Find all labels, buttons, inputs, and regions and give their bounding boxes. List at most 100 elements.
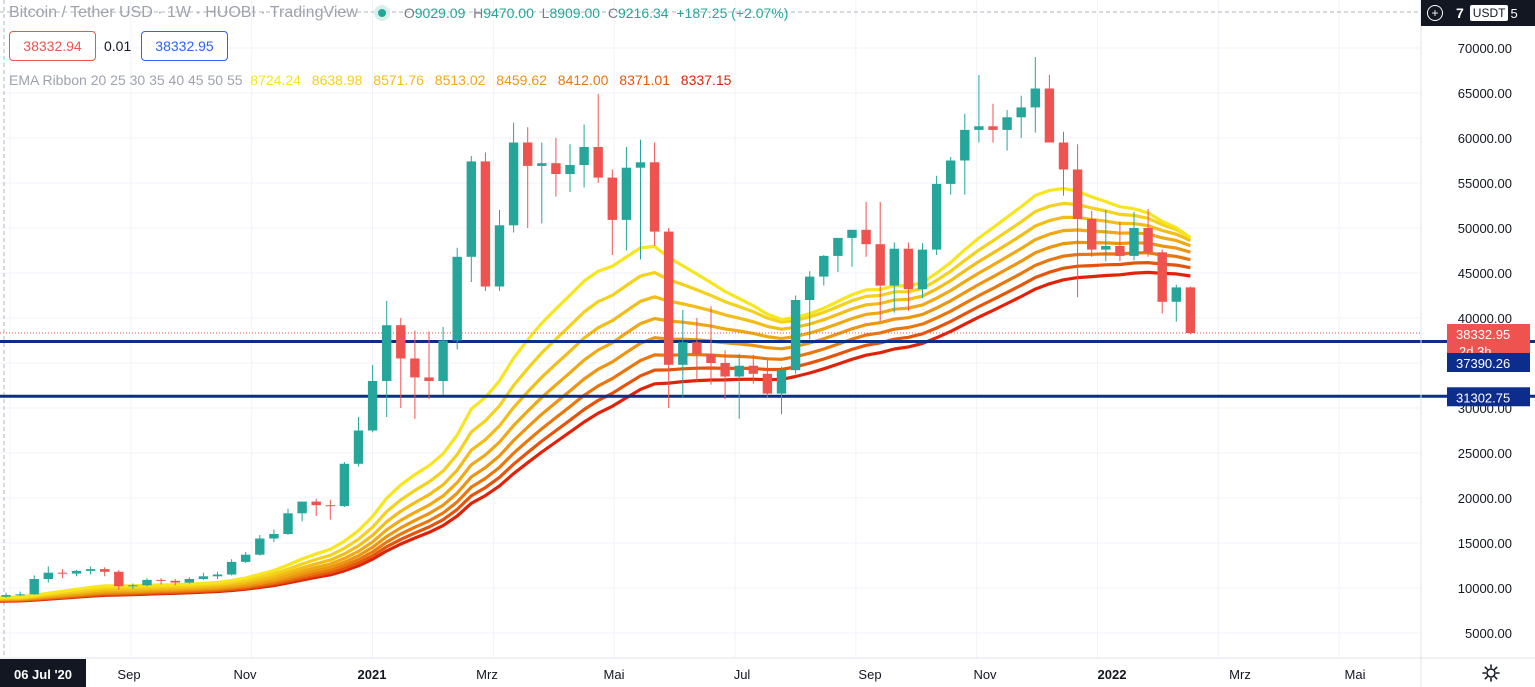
price-tick-label: 50000.00: [1458, 221, 1512, 236]
candle-body: [71, 570, 82, 574]
candle: [114, 570, 124, 590]
candle-body: [198, 576, 209, 579]
price-tick-label: 15000.00: [1458, 536, 1512, 551]
candle-body: [226, 561, 237, 575]
candle-body: [903, 248, 914, 290]
close-value: 9216.34: [617, 5, 669, 21]
candle-body: [170, 580, 180, 583]
ema-value: 8724.24: [250, 72, 301, 88]
candle-body: [1044, 88, 1055, 143]
count-value: 7: [1456, 5, 1464, 21]
candle: [861, 201, 871, 257]
candle: [649, 142, 660, 246]
candle-body: [565, 165, 575, 174]
buy-button[interactable]: 38332.95: [141, 31, 228, 61]
candle: [1016, 95, 1026, 138]
candle-body: [692, 342, 702, 354]
time-tick-label: 06 Jul '20: [14, 667, 72, 682]
candle: [946, 156, 956, 195]
ema-value: 8371.01: [619, 72, 670, 88]
candle: [241, 552, 251, 563]
price-tick-label: 10000.00: [1458, 581, 1512, 596]
candle-body: [649, 162, 660, 232]
candle-body: [847, 229, 857, 238]
ema-ribbon-legend[interactable]: EMA Ribbon 20 25 30 35 40 45 50 55 8724.…: [9, 72, 738, 88]
candle-body: [988, 126, 998, 130]
candle: [565, 144, 575, 192]
candle: [339, 462, 350, 507]
ema-value: 8571.76: [373, 72, 424, 88]
candle: [43, 566, 53, 583]
ema-value: 8459.62: [496, 72, 547, 88]
price-tick-label: 70000.00: [1458, 41, 1512, 56]
sell-button[interactable]: 38332.94: [9, 31, 96, 61]
candle: [269, 529, 279, 543]
candle-body: [1115, 246, 1125, 256]
candle-body: [1016, 107, 1026, 118]
price-tick-label: 45000.00: [1458, 266, 1512, 281]
price-tick-label: 55000.00: [1458, 176, 1512, 191]
candle-body: [269, 534, 279, 539]
candle: [71, 570, 82, 577]
candle: [903, 242, 914, 311]
candle-body: [255, 538, 265, 555]
candle: [142, 578, 152, 587]
candle: [833, 237, 843, 273]
plus-circle-icon[interactable]: +: [1427, 5, 1443, 21]
market-status-icon: [377, 9, 386, 17]
candle: [1072, 144, 1083, 298]
candle: [452, 247, 462, 350]
candle: [325, 499, 335, 520]
candle: [480, 152, 491, 291]
currency-button[interactable]: USDT: [1469, 5, 1509, 21]
ema-line: [0, 270, 1191, 603]
gear-icon[interactable]: [1482, 664, 1500, 682]
candle-body: [776, 370, 787, 394]
candle-body: [494, 225, 505, 287]
candle: [100, 567, 110, 577]
candle: [424, 331, 434, 399]
candle-body: [480, 161, 491, 287]
candle-body: [396, 325, 406, 359]
candle: [1171, 284, 1181, 322]
time-cursor-tag: [0, 659, 86, 687]
candle-body: [114, 571, 124, 587]
candle-body: [734, 365, 744, 377]
current-price-label: 38332.95: [1456, 327, 1510, 342]
candle: [156, 578, 166, 585]
grid: [0, 0, 1421, 658]
time-tick-label: Sep: [117, 667, 140, 682]
candle: [537, 142, 547, 224]
candle: [226, 559, 237, 576]
candle-body: [579, 147, 589, 165]
time-tick-label: Jul: [734, 667, 751, 682]
candle-body: [241, 554, 251, 562]
candle: [1030, 57, 1040, 133]
candle: [762, 360, 773, 399]
high-value: 9470.00: [483, 5, 534, 21]
candle-body: [762, 373, 773, 394]
ema-value: 8337.15: [680, 72, 732, 88]
candle-body: [424, 377, 434, 381]
candle: [367, 364, 378, 433]
candle: [1185, 286, 1196, 335]
candle: [523, 127, 533, 228]
ema-line: [0, 186, 1192, 600]
candle-body: [1101, 246, 1111, 250]
candle-body: [43, 572, 53, 579]
ema-line: [0, 240, 1191, 602]
candle: [29, 575, 39, 595]
candle-body: [212, 574, 223, 577]
candle: [297, 501, 307, 522]
time-tick-label: Mai: [1345, 667, 1366, 682]
symbol-title[interactable]: Bitcoin / Tether USD · 1W · HUOBI · Trad…: [9, 4, 358, 21]
candle: [847, 229, 857, 267]
level-price-label: 37390.26: [1456, 356, 1510, 371]
candle: [776, 366, 787, 415]
candle-body: [128, 585, 138, 587]
candle-body: [593, 147, 603, 178]
candle: [635, 139, 646, 260]
candle-body: [790, 300, 801, 371]
